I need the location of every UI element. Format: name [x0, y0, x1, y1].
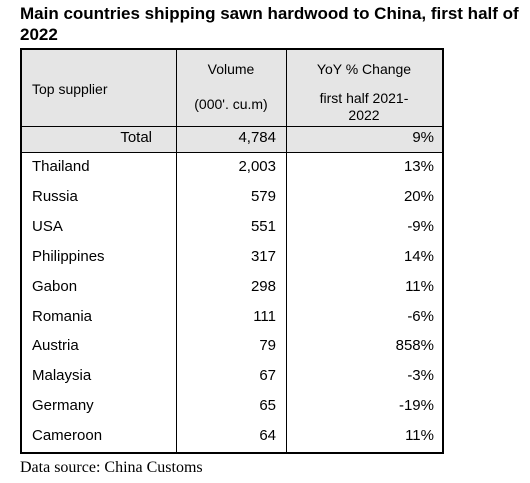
volume-cell: 111 [253, 308, 276, 325]
total-volume: 4,784 [238, 129, 276, 146]
volume-cell: 67 [259, 367, 276, 384]
volume-cell: 298 [250, 278, 276, 295]
yoy-cell: 20% [403, 188, 434, 205]
table-title: Main countries shipping sawn hardwood to… [20, 4, 519, 44]
header-yoy-period: first half 2021- [319, 90, 409, 106]
volume-cell: 79 [259, 337, 276, 354]
volume-cell: 551 [250, 218, 276, 235]
data-source-note: Data source: China Customs [20, 459, 203, 476]
country-cell: USA [32, 218, 63, 235]
country-cell: Russia [32, 188, 78, 205]
yoy-cell: 14% [403, 248, 434, 265]
header-volume-unit: (000'. cu.m) [194, 96, 268, 112]
header-top-supplier: Top supplier [32, 81, 108, 97]
yoy-cell: 858% [395, 337, 434, 354]
volume-cell: 64 [259, 427, 276, 444]
yoy-cell: -3% [407, 367, 434, 384]
yoy-cell: -6% [407, 308, 434, 325]
yoy-cell: 11% [405, 278, 434, 295]
total-yoy: 9% [412, 129, 434, 146]
volume-cell: 65 [259, 397, 276, 414]
volume-cell: 579 [250, 188, 276, 205]
column-divider-1 [176, 50, 177, 452]
yoy-cell: -19% [398, 397, 434, 414]
header-yoy-year: 2022 [348, 107, 380, 123]
total-row-background [22, 126, 442, 152]
yoy-cell: 13% [403, 158, 434, 175]
header-background [22, 50, 442, 126]
header-volume: Volume [207, 61, 255, 77]
country-cell: Germany [32, 397, 94, 414]
volume-cell: 317 [250, 248, 276, 265]
yoy-cell: 11% [405, 427, 434, 444]
country-cell: Philippines [32, 248, 105, 265]
total-label: Total [120, 129, 152, 146]
country-cell: Malaysia [32, 367, 92, 384]
supplier-table: Top supplier Volume (000'. cu.m) YoY % C… [20, 48, 444, 454]
country-cell: Cameroon [32, 427, 103, 444]
yoy-cell: -9% [407, 218, 434, 235]
column-divider-2 [286, 50, 287, 452]
country-cell: Thailand [32, 158, 90, 175]
country-cell: Romania [32, 308, 93, 325]
volume-cell: 2,003 [238, 158, 276, 175]
country-cell: Gabon [32, 278, 78, 295]
total-divider [22, 152, 442, 153]
header-yoy-change: YoY % Change [316, 61, 412, 77]
country-cell: Austria [32, 337, 79, 354]
header-divider [22, 126, 442, 127]
